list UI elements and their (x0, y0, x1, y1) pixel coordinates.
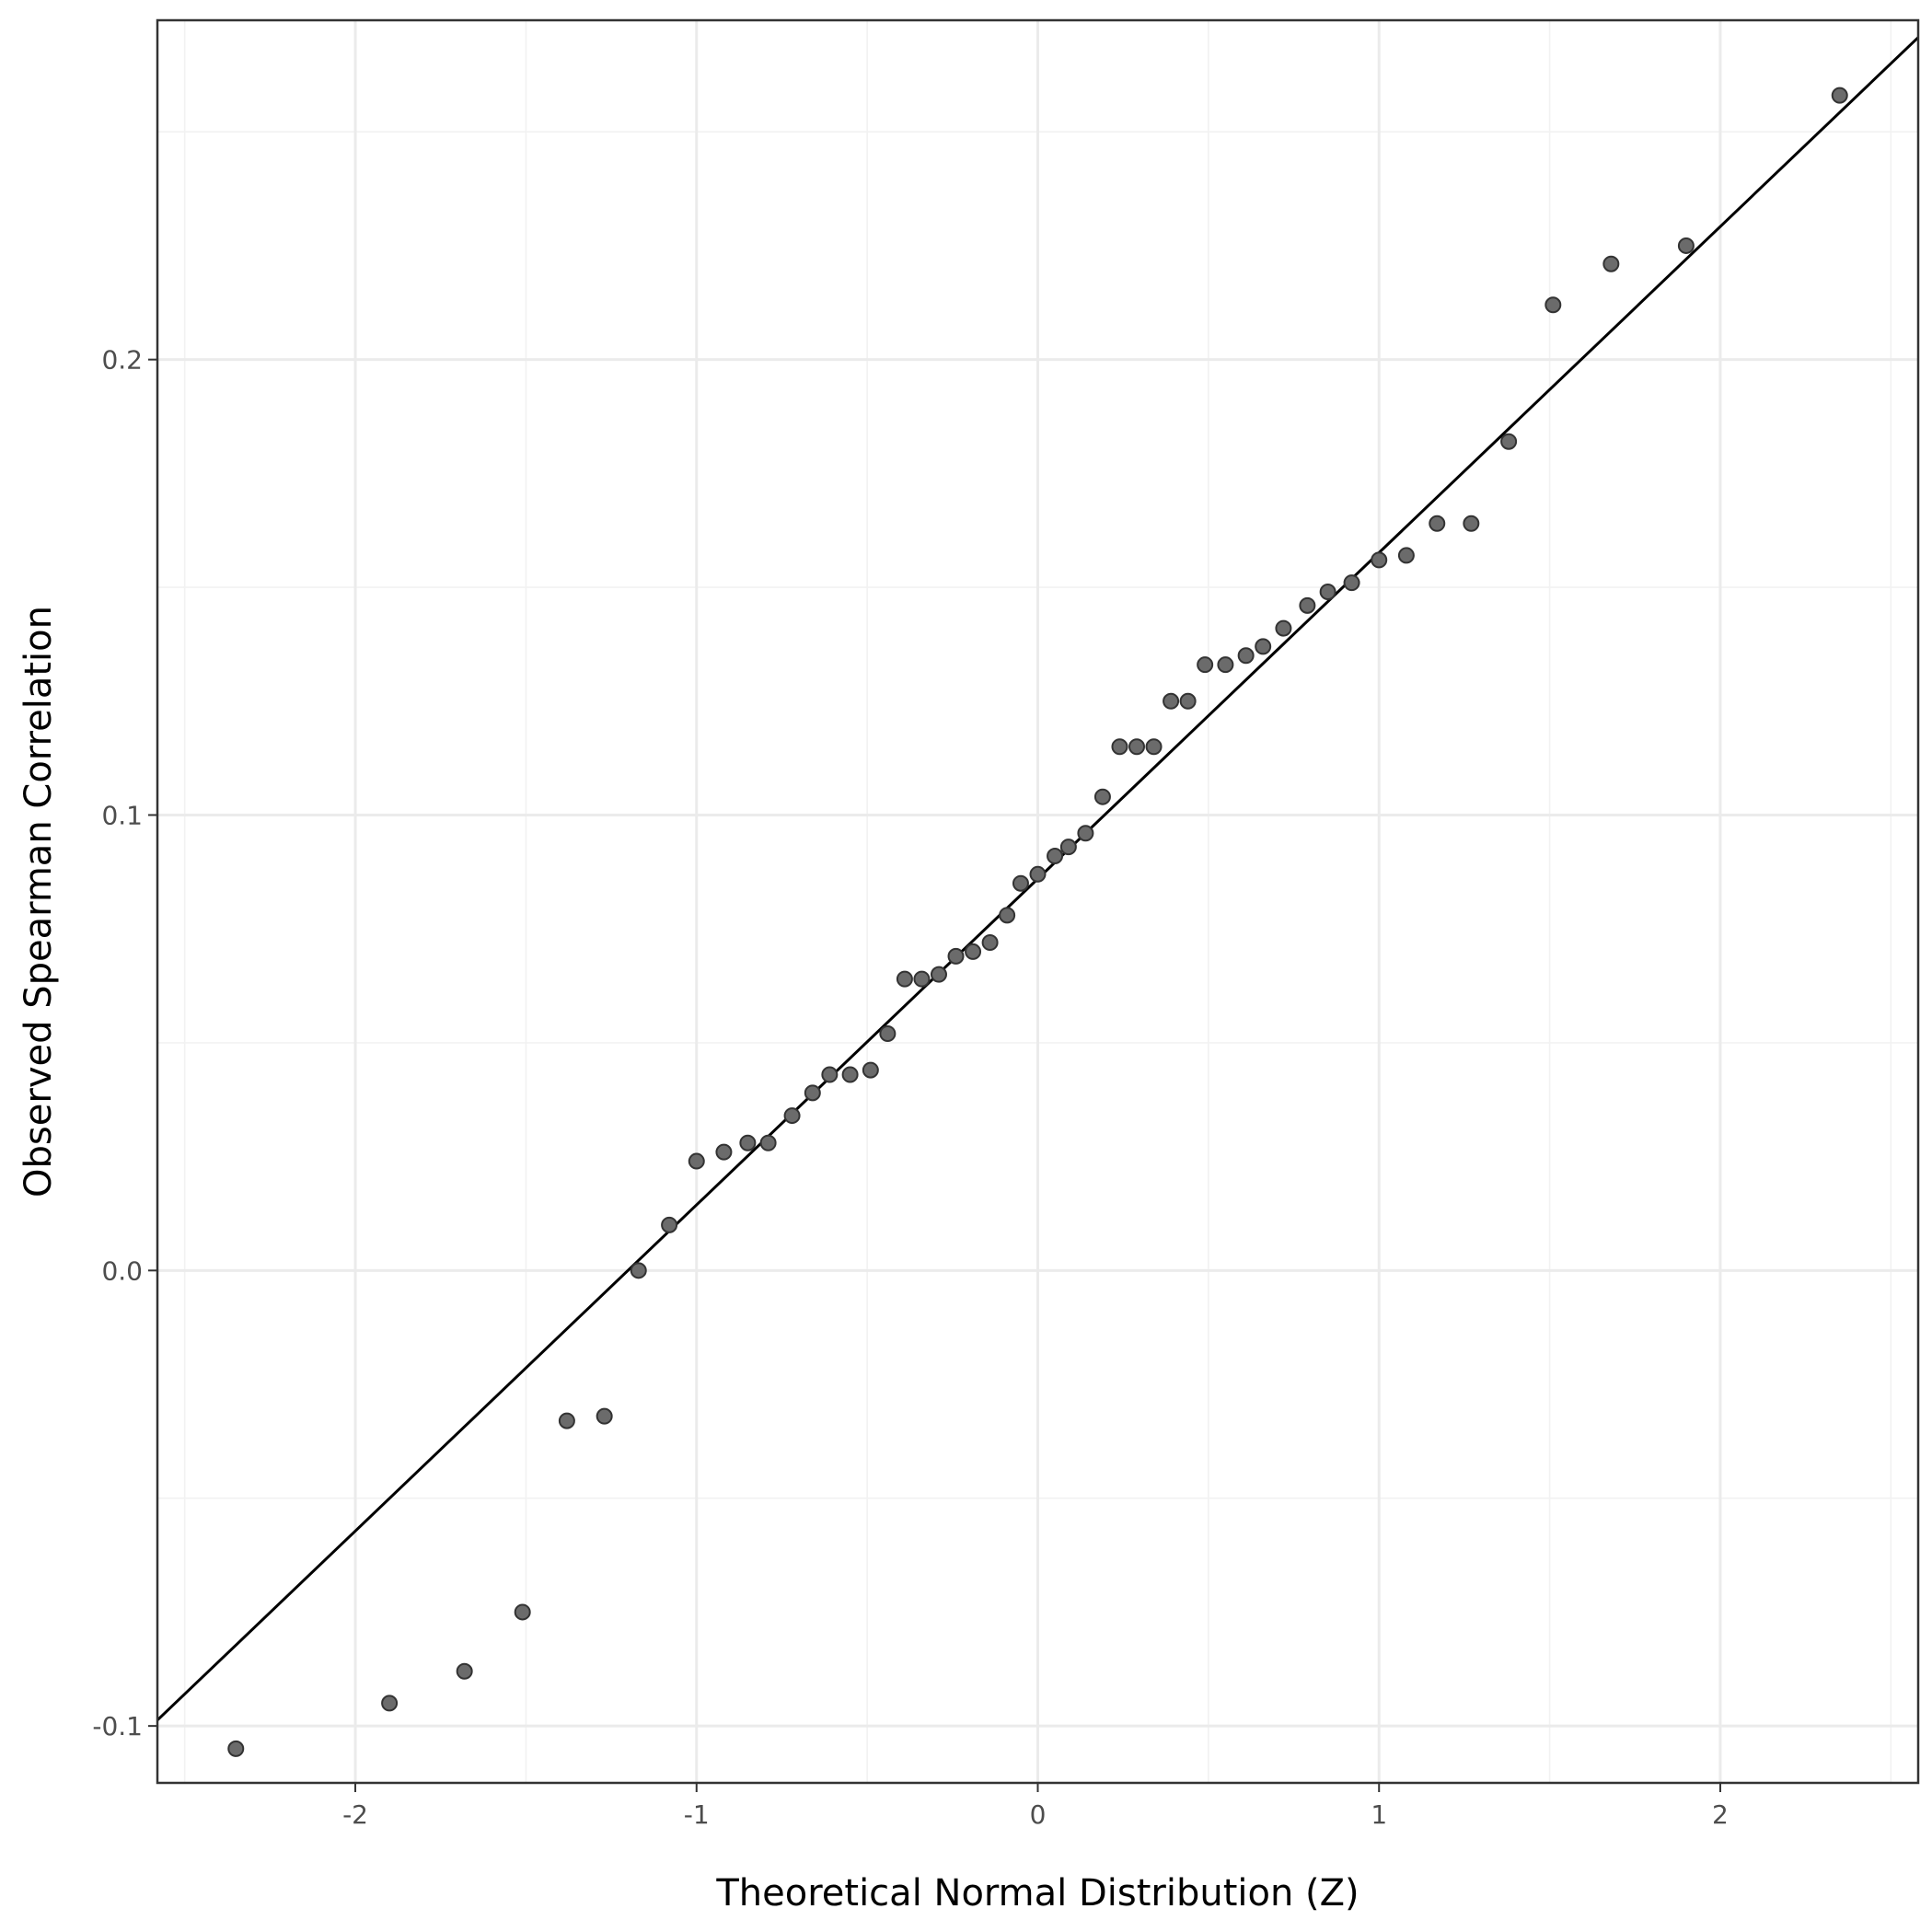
data-point (1093, 788, 1111, 805)
x-tick-label: -2 (342, 1799, 368, 1830)
data-points (227, 87, 1848, 1757)
data-point (965, 943, 982, 960)
data-point (1500, 433, 1518, 450)
x-tick-label: 2 (1712, 1799, 1729, 1830)
data-point (896, 970, 913, 988)
data-point (514, 1603, 531, 1621)
x-tick-label: 1 (1371, 1799, 1387, 1830)
data-point (558, 1412, 575, 1429)
data-point (1029, 865, 1047, 883)
data-point (1237, 647, 1255, 665)
data-point (759, 1134, 777, 1151)
data-point (879, 1025, 897, 1043)
data-point (947, 947, 965, 965)
data-point (1319, 584, 1336, 601)
x-tick-label: 0 (1030, 1799, 1047, 1830)
data-point (1544, 296, 1562, 314)
data-point (1275, 619, 1292, 637)
data-point (1602, 255, 1620, 272)
data-point (1059, 839, 1077, 856)
data-point (841, 1066, 859, 1083)
data-point (1111, 738, 1128, 756)
data-point (630, 1262, 647, 1279)
data-point (1371, 551, 1388, 569)
data-point (1343, 574, 1360, 592)
x-axis: -2 -1 0 1 2 (342, 1783, 1729, 1830)
data-point (913, 970, 931, 988)
data-point (1255, 638, 1272, 655)
major-gridlines (157, 20, 1918, 1783)
data-point (1012, 874, 1029, 892)
x-tick-label: -1 (684, 1799, 710, 1830)
data-point (821, 1066, 839, 1083)
y-axis-title: Observed Spearman Correlation (17, 606, 60, 1197)
data-point (1217, 656, 1234, 674)
data-point (1145, 738, 1163, 756)
data-point (1831, 87, 1848, 104)
data-point (981, 934, 999, 952)
y-tick-label: 0.2 (101, 345, 143, 376)
data-point (661, 1216, 678, 1233)
data-point (930, 966, 947, 983)
data-point (227, 1740, 245, 1757)
data-point (1077, 825, 1094, 842)
x-axis-title: Theoretical Normal Distribution (Z) (715, 1872, 1359, 1915)
data-point (381, 1695, 399, 1712)
data-point (1299, 596, 1316, 614)
y-tick-label: 0.1 (101, 800, 143, 830)
data-point (862, 1061, 879, 1079)
data-point (739, 1134, 757, 1151)
data-point (999, 907, 1016, 924)
data-point (1047, 848, 1064, 865)
y-tick-label: 0.0 (101, 1255, 143, 1286)
data-point (1197, 656, 1214, 674)
data-point (1429, 515, 1446, 532)
data-point (1179, 692, 1197, 710)
data-point (688, 1152, 705, 1170)
data-point (1128, 738, 1146, 756)
data-point (1163, 692, 1180, 710)
data-point (1463, 515, 1480, 532)
data-point (456, 1662, 473, 1680)
data-point (1677, 237, 1695, 254)
data-point (804, 1084, 821, 1102)
data-point (715, 1143, 733, 1161)
data-point (1397, 547, 1415, 564)
y-tick-label: -0.1 (92, 1711, 143, 1741)
y-axis: -0.1 0.0 0.1 0.2 (92, 345, 157, 1741)
data-point (783, 1107, 801, 1125)
data-point (596, 1407, 613, 1425)
